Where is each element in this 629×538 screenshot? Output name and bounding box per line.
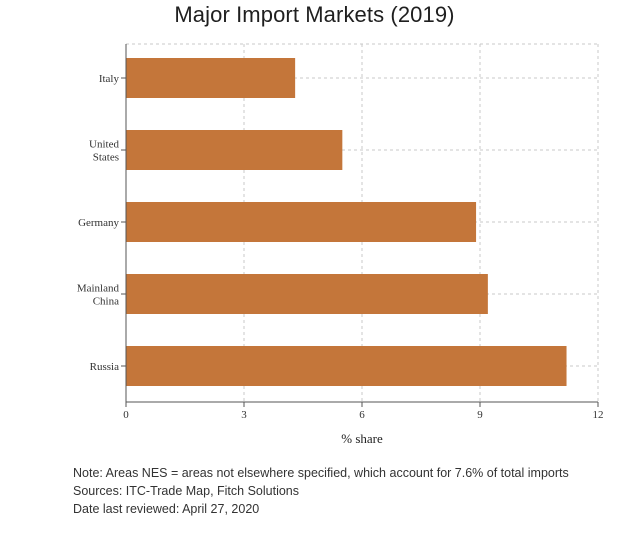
note-text: Note: Areas NES = areas not elsewhere sp…	[73, 466, 569, 480]
y-tick-label: Russia	[90, 361, 119, 373]
bar-russia	[126, 346, 567, 386]
chart-title: Major Import Markets (2019)	[174, 2, 455, 27]
y-tick-label: Germany	[78, 217, 119, 229]
x-tick-label: 6	[359, 409, 365, 421]
y-tick-labels: Italy United States Germany Mainland China Rus…	[77, 73, 120, 373]
chart-footnotes: Note: Areas NES = areas not elsewhere sp…	[73, 464, 569, 518]
axes	[121, 44, 599, 407]
x-tick-label: 12	[593, 409, 604, 421]
y-tick-label: United States	[89, 139, 119, 164]
x-axis-title: % share	[341, 431, 383, 446]
bars	[126, 58, 567, 386]
bar-united-states	[126, 130, 343, 170]
sources-text: Sources: ITC-Trade Map, Fitch Solutions	[73, 484, 300, 498]
bar-germany	[126, 202, 477, 242]
bar-chart: Italy United States Germany Mainland China Rus…	[77, 43, 604, 446]
date-reviewed-text: Date last reviewed: April 27, 2020	[73, 502, 260, 516]
x-tick-label: 9	[477, 409, 483, 421]
bar-mainland-china	[126, 274, 488, 314]
x-tick-label: 3	[241, 409, 247, 421]
bar-italy	[126, 58, 296, 98]
y-tick-label: Mainland China	[77, 283, 120, 308]
x-tick-labels: 0 3 6 9 12	[123, 409, 603, 421]
y-tick-label: Italy	[99, 73, 120, 85]
x-tick-label: 0	[123, 409, 129, 421]
